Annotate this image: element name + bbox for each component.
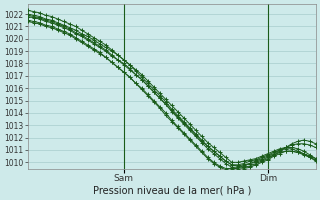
- X-axis label: Pression niveau de la mer( hPa ): Pression niveau de la mer( hPa ): [92, 186, 251, 196]
